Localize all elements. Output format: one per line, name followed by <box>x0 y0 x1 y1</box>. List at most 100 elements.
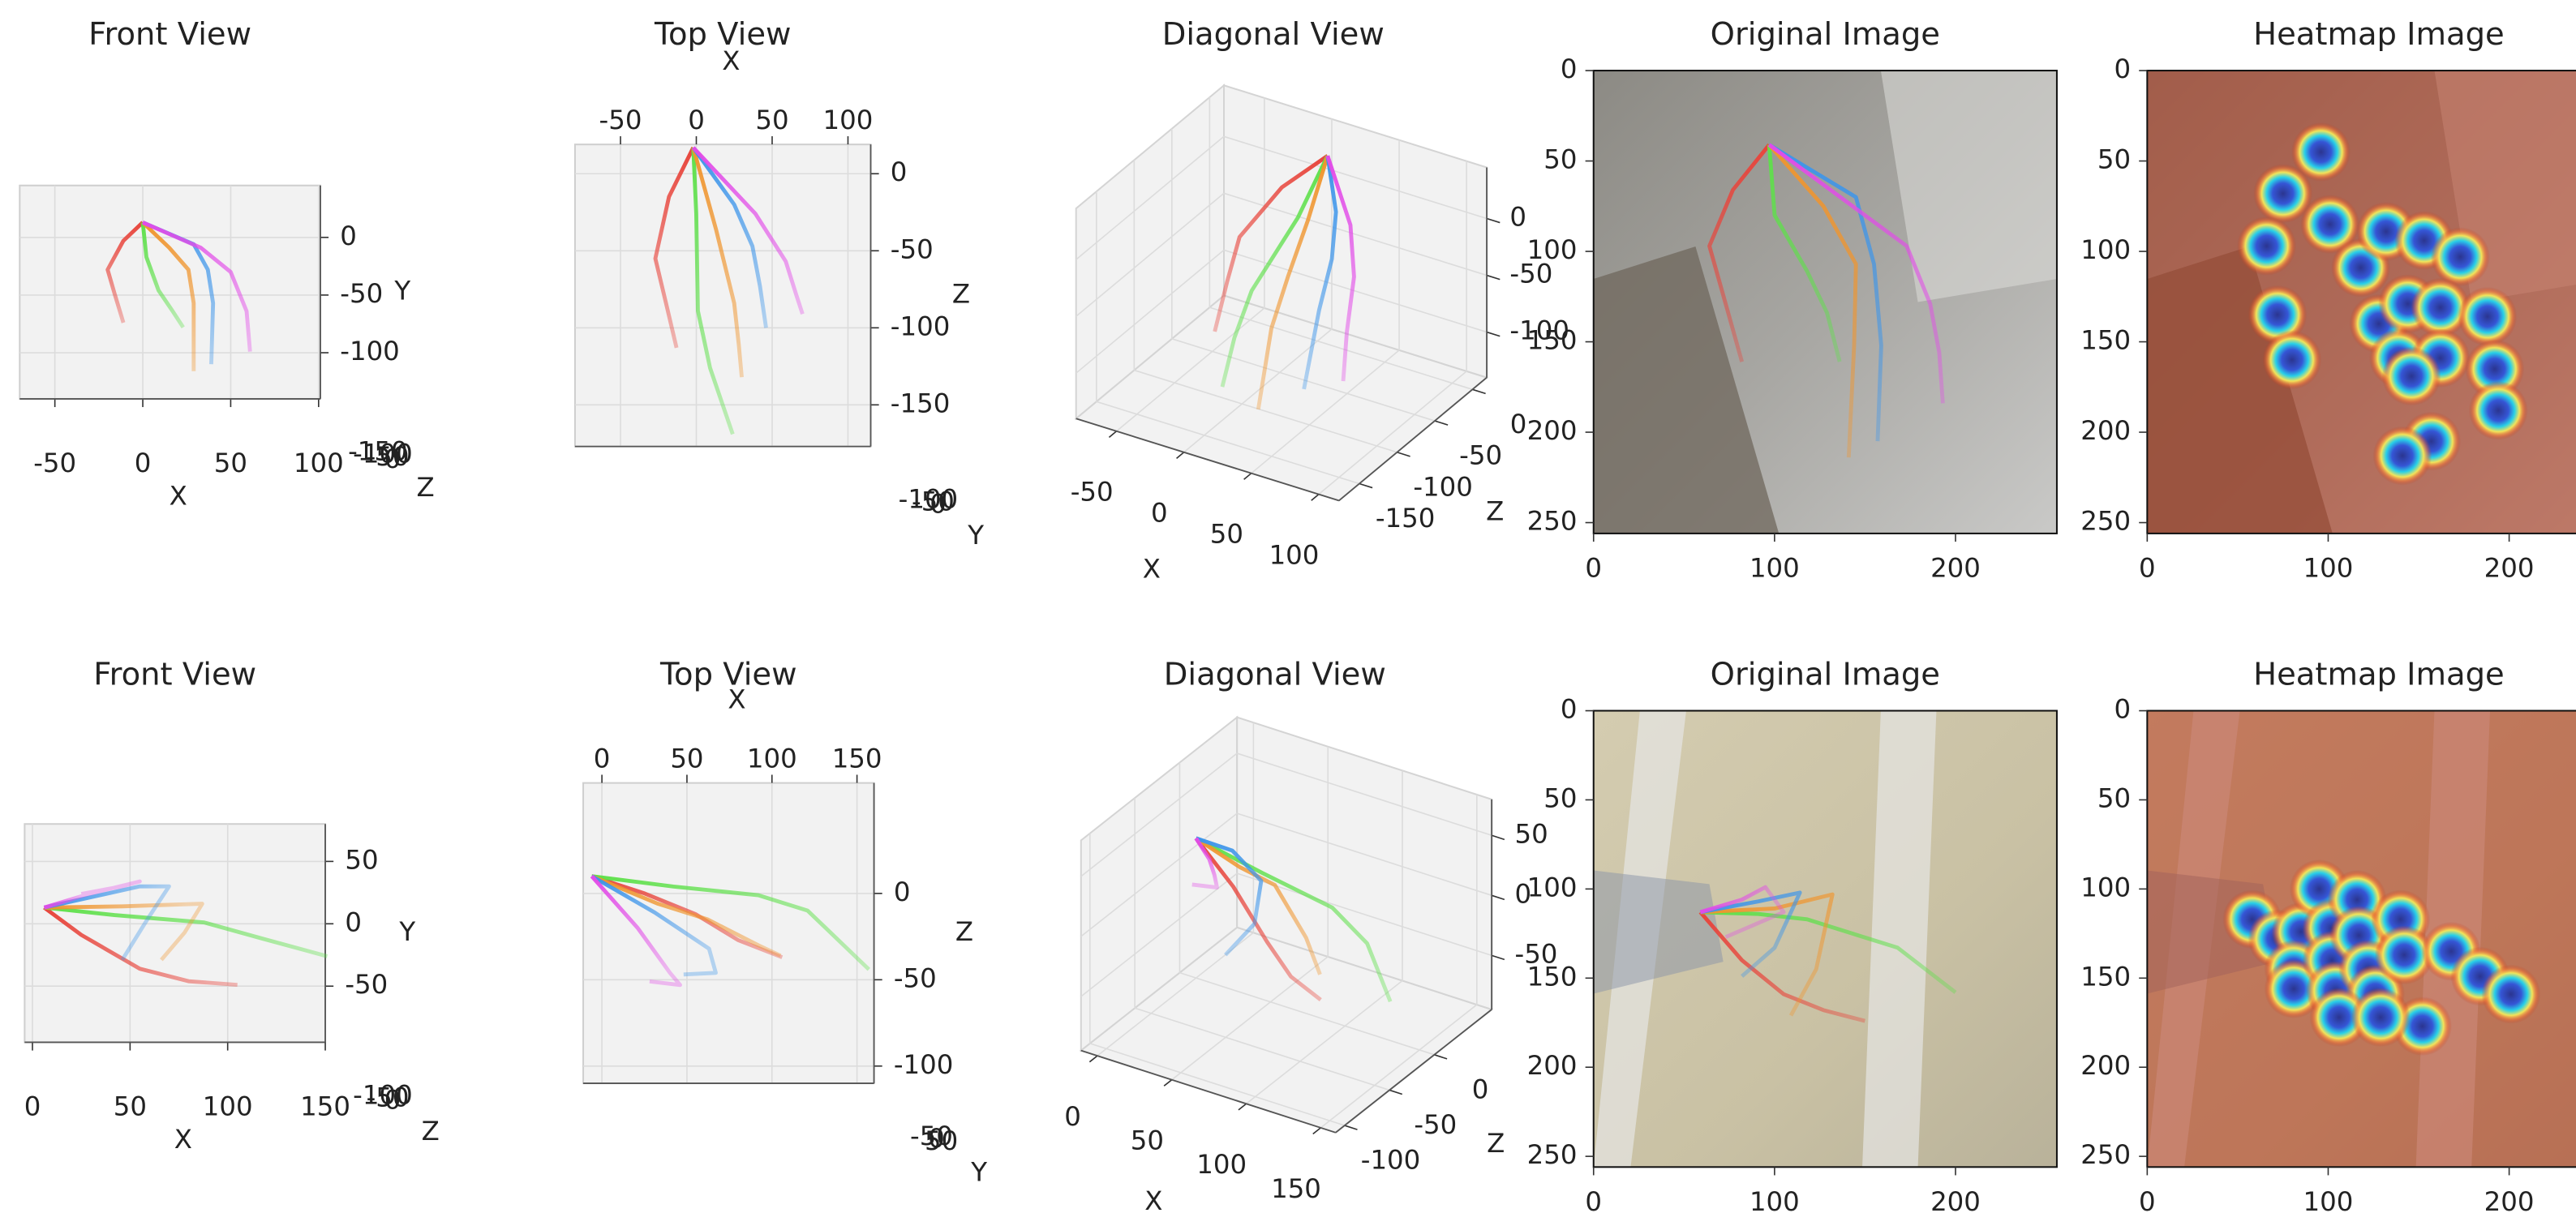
finger-line <box>1767 143 1945 404</box>
heat-blob <box>2351 988 2411 1048</box>
x-tick-label: 50 <box>670 743 703 774</box>
y-tick-label: 0 <box>2114 694 2131 725</box>
y-tick <box>1486 217 1501 224</box>
finger-line <box>1699 890 1802 978</box>
axis-label: Z <box>422 1116 440 1147</box>
x-tick-label: 0 <box>594 743 611 774</box>
finger-line <box>691 146 768 328</box>
axes-frame <box>2146 709 2576 1168</box>
y-tick-label: 0 <box>345 907 362 937</box>
finger-line <box>105 221 144 324</box>
heat-blob <box>2372 426 2432 486</box>
heat-blob <box>2300 195 2360 255</box>
y-tick-label: 250 <box>2080 1139 2131 1170</box>
finger-line <box>691 147 735 435</box>
panel-title: Heatmap Image <box>2253 16 2505 53</box>
photo-region <box>1593 246 1780 534</box>
grid-line <box>1223 135 1488 220</box>
photo-region <box>1880 71 2057 302</box>
panel-title: Diagonal View <box>1164 657 1386 693</box>
x-tick-label: 200 <box>2484 552 2535 583</box>
x-tick-label: 0 <box>1151 498 1168 529</box>
y-tick-label: 50 <box>1543 782 1577 813</box>
y-tick-label: 0 <box>891 156 908 187</box>
y-tick-label: -50 <box>1515 938 1558 969</box>
finger-line <box>1220 155 1330 388</box>
x-tick-label: 0 <box>24 1091 41 1121</box>
y-tick-label: 100 <box>1527 872 1578 902</box>
x-tick-label: 50 <box>1131 1125 1164 1156</box>
x-tick-label: 200 <box>2484 1186 2535 1213</box>
heat-blob <box>2468 380 2528 440</box>
y-tick-label: 0 <box>340 221 357 251</box>
panel-title: Front View <box>93 657 256 693</box>
heat-blob <box>2253 164 2313 224</box>
grid-line <box>1075 135 1225 260</box>
z-tick <box>1344 1125 1358 1130</box>
grid-line <box>1209 306 1473 391</box>
finger-line <box>1700 910 1957 994</box>
axis-label: Y <box>393 275 410 306</box>
finger-line <box>1195 836 1322 975</box>
panel-title: Top View <box>659 657 796 693</box>
collapsed-tick-label: 0 <box>930 489 947 520</box>
x-tick-label: 50 <box>1210 519 1243 550</box>
axis-label: Z <box>955 916 973 947</box>
axis-edge <box>1080 1049 1337 1134</box>
y-tick-label: 0 <box>1561 694 1578 725</box>
y-tick-label: -100 <box>891 311 951 341</box>
y-tick-label: 100 <box>2080 234 2131 265</box>
y-tick-label: -100 <box>1509 315 1569 346</box>
x-tick-label: 200 <box>1930 552 1981 583</box>
axis-edge <box>1075 418 1340 502</box>
x-tick-label: 100 <box>203 1091 253 1121</box>
grid-line <box>1080 752 1238 877</box>
y-tick-label: 200 <box>2080 415 2131 446</box>
y-tick-label: -50 <box>1509 259 1552 289</box>
grid-line <box>1236 812 1492 897</box>
y-tick-label: 150 <box>1527 961 1578 992</box>
grid-line <box>1075 249 1225 374</box>
finger-line <box>44 902 204 962</box>
y-tick-label: -100 <box>340 336 400 366</box>
x-tick-label: 0 <box>2139 1186 2156 1213</box>
heat-blob <box>2248 285 2308 345</box>
x-tick-label: 100 <box>2303 552 2354 583</box>
collapsed-tick-label: 50 <box>925 1125 958 1156</box>
z-tick <box>1434 1054 1448 1060</box>
finger-line <box>1325 155 1356 382</box>
z-tick-label: -100 <box>1413 471 1473 502</box>
finger-line <box>43 884 171 962</box>
panel-title: Diagonal View <box>1162 16 1385 53</box>
finger-line <box>1194 837 1322 1001</box>
z-tick-label: -50 <box>1414 1109 1457 1140</box>
pane <box>573 144 872 448</box>
axis-label: Z <box>417 472 435 503</box>
y-tick-label: 50 <box>1543 144 1577 175</box>
x-tick <box>1108 431 1118 438</box>
axis-label: Y <box>398 916 415 947</box>
collapsed-tick-label: -50 <box>912 486 955 516</box>
finger-line <box>44 905 328 958</box>
y-tick-label: 0 <box>2114 54 2131 84</box>
collapsed-tick-label: -150 <box>348 436 408 467</box>
finger-line <box>691 147 744 378</box>
y-tick-label: 0 <box>1515 878 1532 909</box>
x-tick-label: 0 <box>135 448 152 478</box>
y-tick-label: 0 <box>1509 202 1526 233</box>
y-tick-label: 0 <box>894 877 911 907</box>
y-tick-label: 50 <box>345 844 378 875</box>
z-tick-label: -100 <box>1361 1145 1421 1176</box>
collapsed-tick-label: -50 <box>910 1121 953 1151</box>
x-tick-label: 100 <box>1750 552 1800 583</box>
x-tick-label: 0 <box>688 105 705 135</box>
x-tick <box>1312 1127 1321 1135</box>
collapsed-tick-label: -100 <box>353 1079 413 1110</box>
z-tick <box>1389 1089 1403 1095</box>
x-tick-label: 50 <box>214 448 247 478</box>
grid-line <box>1134 369 1397 453</box>
x-axis-label: X <box>170 480 187 511</box>
finger-line <box>141 221 196 371</box>
heat-blob <box>2291 122 2351 182</box>
